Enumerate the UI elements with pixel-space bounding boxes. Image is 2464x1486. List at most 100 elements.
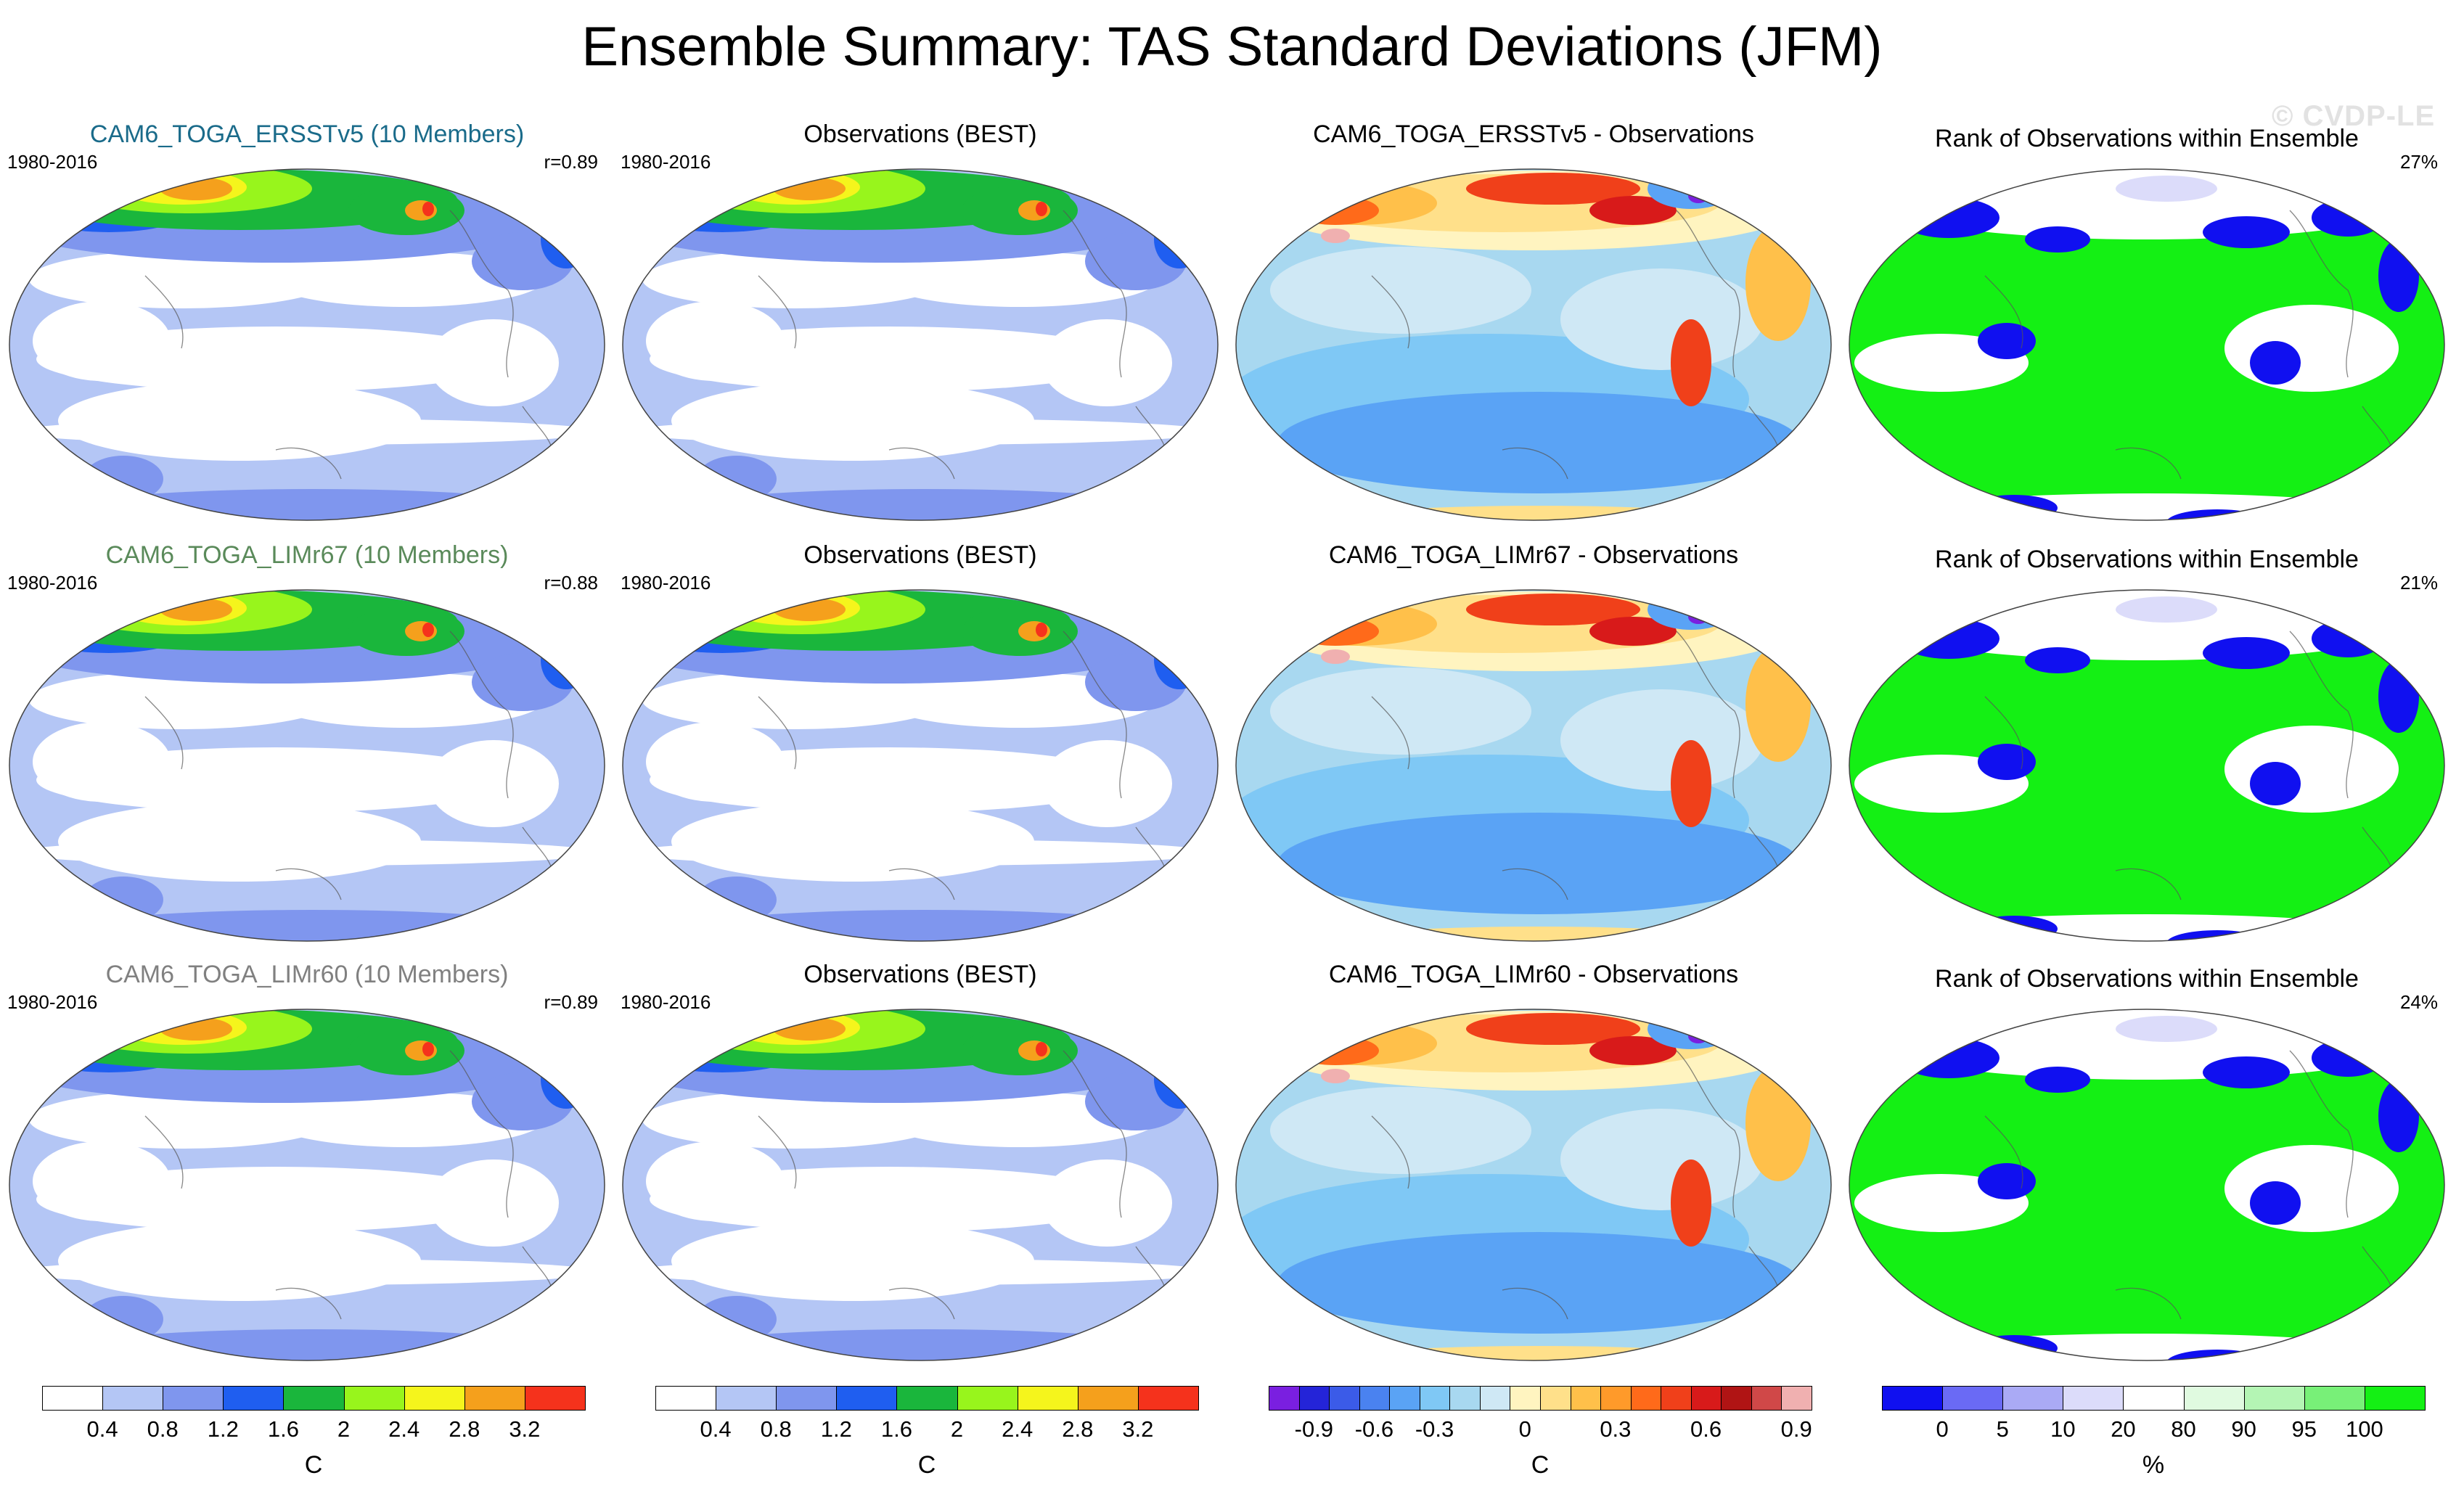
colorbar-tick-label: 2.4: [1002, 1416, 1034, 1442]
pattern-correlation: r=0.89: [544, 151, 598, 173]
colorbar-swatch: [1017, 1386, 1078, 1411]
colorbar-swatch: [655, 1386, 717, 1411]
period-label: 1980-2016: [7, 572, 98, 594]
colorbar-swatch: [404, 1386, 465, 1411]
period-label: 1980-2016: [621, 572, 711, 594]
globe-map-diff-3: [1235, 1009, 1832, 1361]
colorbar-swatch: [464, 1386, 525, 1411]
colorbar-swatch: [1942, 1386, 2004, 1411]
period-label: 1980-2016: [621, 991, 711, 1013]
colorbar-swatch: [283, 1386, 345, 1411]
colorbar-tick-label: 2.8: [449, 1416, 480, 1442]
colorbar-tick-label: 5: [1996, 1416, 2009, 1442]
colorbar-swatch: [716, 1386, 777, 1411]
colorbar-swatch: [957, 1386, 1018, 1411]
colorbar-tick-label: 1.6: [267, 1416, 299, 1442]
percent-label: 24%: [2399, 991, 2438, 1013]
colorbar-tick-label: 1.6: [880, 1416, 912, 1442]
panel-r1-obs: Observations (BEST) 1980-2016: [613, 102, 1227, 521]
colorbar-swatch: [102, 1386, 164, 1411]
colorbar-tick-label: 0.3: [1600, 1416, 1632, 1442]
colorbar-swatch: [1137, 1386, 1199, 1411]
colorbar-tick-label: 100: [2346, 1416, 2383, 1442]
panel-title: CAM6_TOGA_LIMr60 - Observations: [1328, 961, 1739, 988]
colorbar-swatch: [1479, 1386, 1511, 1411]
colorbar-swatch: [1661, 1386, 1692, 1411]
colorbar-swatch: [2123, 1386, 2185, 1411]
panel-r3-diff: CAM6_TOGA_LIMr60 - Observations: [1227, 942, 1841, 1361]
colorbar-swatch: [1630, 1386, 1662, 1411]
colorbar-swatch: [836, 1386, 898, 1411]
colorbar-swatch: [223, 1386, 285, 1411]
period-label: 1980-2016: [7, 151, 98, 173]
panel-r2-ensemble: CAM6_TOGA_LIMr67 (10 Members) 1980-2016 r=…: [0, 522, 614, 942]
panel-r2-obs: Observations (BEST) 1980-2016: [613, 522, 1227, 942]
pattern-correlation: r=0.88: [544, 572, 598, 594]
colorbar-tick-label: 2.4: [388, 1416, 420, 1442]
globe-map-obs-2: [622, 589, 1219, 942]
pattern-correlation: r=0.89: [544, 991, 598, 1013]
colorbar-tick-label: 95: [2291, 1416, 2317, 1442]
period-label: 1980-2016: [7, 991, 98, 1013]
colorbar-swatch: [343, 1386, 405, 1411]
percent-label: 21%: [2399, 572, 2438, 594]
colorbar-swatch: [1510, 1386, 1541, 1411]
globe-map-rank-1: [1849, 168, 2445, 521]
panel-title: Rank of Observations within Ensemble: [1935, 125, 2359, 152]
period-label: 1980-2016: [621, 151, 711, 173]
panel-r3-ensemble: CAM6_TOGA_LIMr60 (10 Members) 1980-2016 r=…: [0, 942, 614, 1361]
colorbar-tick-label: 1.2: [207, 1416, 239, 1442]
panel-r1-rank: Rank of Observations within Ensemble 27%: [1840, 102, 2454, 521]
colorbar-swatch: [1449, 1386, 1481, 1411]
globe-map-diff-2: [1235, 589, 1832, 942]
globe-map-rank-3: [1849, 1009, 2445, 1361]
colorbar-unit: C: [304, 1451, 323, 1479]
panel-r2-diff: CAM6_TOGA_LIMr67 - Observations: [1227, 522, 1841, 942]
colorbar-swatch: [1359, 1386, 1391, 1411]
panel-title: Observations (BEST): [803, 541, 1037, 569]
panel-r2-rank: Rank of Observations within Ensemble 21%: [1840, 522, 2454, 942]
panel-title: CAM6_TOGA_LIMr67 (10 Members): [105, 541, 509, 569]
colorbar-unit: %: [2142, 1451, 2165, 1479]
colorbar-tick-label: 0.4: [700, 1416, 732, 1442]
colorbar-tick-label: 1.2: [820, 1416, 852, 1442]
colorbar-swatch: [524, 1386, 586, 1411]
globe-map-ensemble-2: [9, 589, 605, 942]
colorbar-tick-label: -0.6: [1354, 1416, 1394, 1442]
globe-map-obs-3: [622, 1009, 1219, 1361]
percent-label: 27%: [2399, 151, 2438, 173]
colorbar-swatch: [1077, 1386, 1139, 1411]
colorbar-swatch: [776, 1386, 838, 1411]
colorbar-tick-label: 2: [337, 1416, 351, 1442]
colorbar-tick-label: 80: [2171, 1416, 2196, 1442]
colorbar-swatch: [1419, 1386, 1451, 1411]
colorbar-swatch: [1600, 1386, 1632, 1411]
panel-r1-ensemble: CAM6_TOGA_ERSSTv5 (10 Members) 1980-2016 r…: [0, 102, 614, 521]
colorbar-swatch: [1690, 1386, 1722, 1411]
colorbar-swatch: [1882, 1386, 1944, 1411]
colorbar-tick-label: 2.8: [1062, 1416, 1094, 1442]
globe-map-obs-1: [622, 168, 1219, 521]
colorbar-swatch: [1721, 1386, 1752, 1411]
colorbar-tick-label: 0.8: [147, 1416, 179, 1442]
colorbar-swatch: [163, 1386, 224, 1411]
colorbar-swatch: [2183, 1386, 2245, 1411]
colorbar-swatch: [1298, 1386, 1330, 1411]
globe-map-rank-2: [1849, 589, 2445, 942]
panel-title: Rank of Observations within Ensemble: [1935, 965, 2359, 993]
colorbar-tick-label: 90: [2231, 1416, 2256, 1442]
panel-title: CAM6_TOGA_LIMr60 (10 Members): [105, 961, 509, 988]
panel-r1-diff: CAM6_TOGA_ERSSTv5 - Observations: [1227, 102, 1841, 521]
globe-map-diff-1: [1235, 168, 1832, 521]
colorbar-tick-label: 3.2: [509, 1416, 541, 1442]
colorbar-tick-label: 0.8: [760, 1416, 792, 1442]
panel-title: Rank of Observations within Ensemble: [1935, 546, 2359, 573]
colorbar-swatch: [1389, 1386, 1420, 1411]
colorbar-tick-label: 0.4: [86, 1416, 118, 1442]
colorbar-unit: C: [1531, 1451, 1550, 1479]
colorbar-tick-label: 3.2: [1122, 1416, 1154, 1442]
colorbar-swatch: [2304, 1386, 2365, 1411]
colorbar-tick-label: 10: [2050, 1416, 2076, 1442]
colorbar-swatch: [42, 1386, 104, 1411]
colorbar-tick-label: 0.6: [1690, 1416, 1722, 1442]
